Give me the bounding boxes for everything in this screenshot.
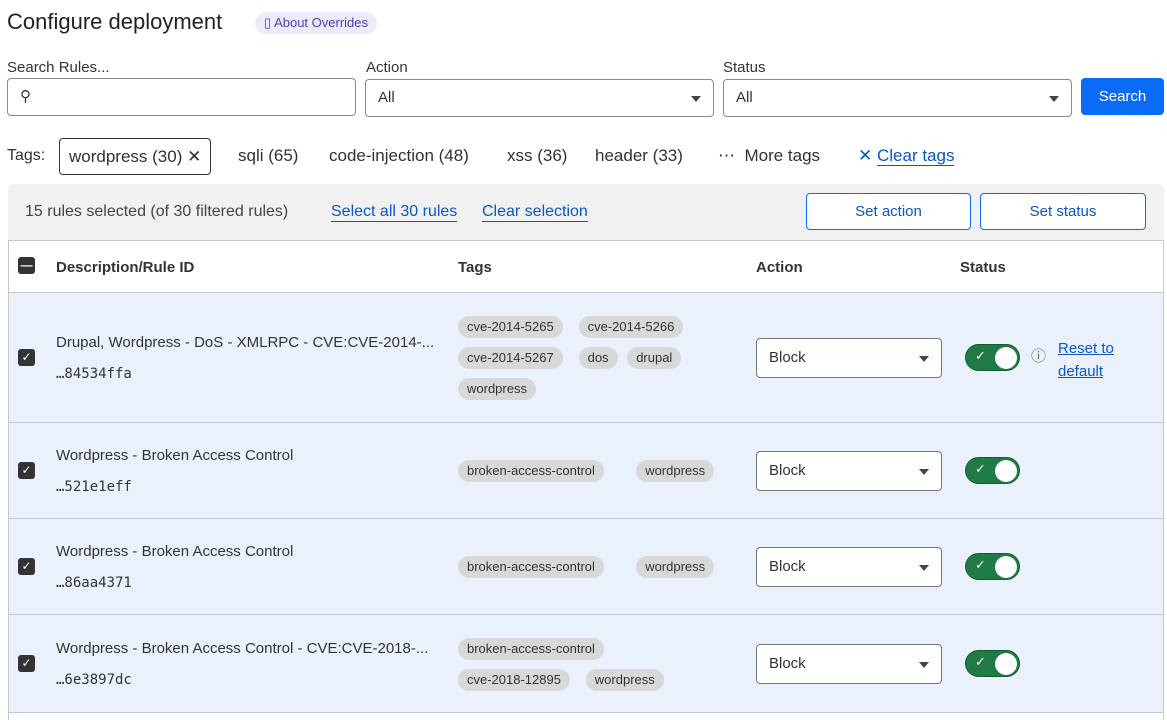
status-toggle[interactable]: ✓ (965, 553, 1020, 580)
set-status-button[interactable]: Set status (980, 193, 1146, 230)
check-icon: ✓ (975, 348, 986, 363)
rule-description: Wordpress - Broken Access Control (56, 543, 294, 560)
tag-pill: drupal (627, 347, 682, 369)
check-icon: ✓ (975, 557, 986, 572)
tag-pill: broken-access-control (458, 460, 604, 482)
rule-description: Wordpress - Broken Access Control - CVE:… (56, 640, 429, 657)
action-value: Block (769, 462, 806, 479)
row-checkbox[interactable]: ✓ (18, 349, 35, 366)
more-tags-button[interactable]: ⋯ More tags (718, 146, 820, 166)
action-select[interactable]: Block (756, 451, 942, 491)
tag-code-injection[interactable]: code-injection (48) (329, 146, 469, 165)
rule-description: Drupal, Wordpress - DoS - XMLRPC - CVE:C… (56, 334, 435, 351)
rules-table: — Description/Rule ID Tags Action Status… (8, 240, 1164, 720)
action-select[interactable]: Block (756, 338, 942, 378)
action-select[interactable]: Block (756, 547, 942, 587)
tag-pill: broken-access-control (458, 556, 604, 578)
tag-pill: wordpress (458, 378, 536, 400)
row-checkbox[interactable]: ✓ (18, 655, 35, 672)
table-row: ✓ Wordpress - Broken Access Control …521… (9, 423, 1163, 519)
chevron-down-icon (919, 356, 929, 362)
selection-bar (8, 184, 1164, 240)
clear-tags-label: Clear tags (876, 146, 955, 166)
chevron-down-icon (919, 662, 929, 668)
search-input[interactable]: ⚲ (7, 78, 356, 116)
search-icon: ⚲ (20, 88, 31, 105)
action-filter-value: All (378, 89, 395, 106)
about-overrides-link[interactable]: ▯ About Overrides (255, 12, 377, 34)
check-icon: ✓ (975, 461, 986, 476)
status-toggle[interactable]: ✓ (965, 344, 1020, 371)
status-filter-select[interactable]: All (723, 79, 1072, 117)
close-icon: ✕ (858, 146, 873, 165)
chevron-down-icon (919, 469, 929, 475)
tag-pill: dos (578, 347, 618, 369)
toggle-knob (995, 460, 1017, 482)
book-icon: ▯ (264, 15, 275, 30)
status-toggle[interactable]: ✓ (965, 457, 1020, 484)
table-row: ✓ Wordpress - Broken Access Control …86a… (9, 519, 1163, 615)
column-status: Status (960, 259, 1006, 276)
tag-pill: broken-access-control (458, 637, 604, 660)
action-select[interactable]: Block (756, 644, 942, 684)
tag-xss[interactable]: xss (36) (507, 146, 568, 165)
action-value: Block (769, 655, 806, 672)
status-toggle[interactable]: ✓ (965, 650, 1020, 677)
action-value: Block (769, 558, 806, 575)
page-title: Configure deployment (7, 9, 223, 34)
row-checkbox[interactable]: ✓ (18, 462, 35, 479)
rule-description: Wordpress - Broken Access Control (56, 447, 294, 464)
info-icon[interactable]: ⓘ (1031, 348, 1047, 365)
chevron-down-icon (691, 96, 701, 102)
select-all-link[interactable]: Select all 30 rules (331, 203, 458, 222)
column-action: Action (756, 259, 803, 276)
check-icon: ✓ (975, 654, 986, 669)
search-button[interactable]: Search (1081, 78, 1164, 115)
tag-pill: cve-2014-5265 (458, 316, 563, 338)
active-tag-wordpress[interactable]: wordpress (30) ✕ (59, 138, 212, 175)
table-header: — Description/Rule ID Tags Action Status (9, 241, 1163, 293)
ellipsis-icon: ⋯ (718, 146, 735, 165)
clear-tags-button[interactable]: ✕ Clear tags (858, 146, 955, 166)
table-row: ✓ Wordpress - Broken Access Control - CV… (9, 615, 1163, 713)
tag-header[interactable]: header (33) (595, 146, 683, 165)
selection-summary: 15 rules selected (of 30 filtered rules) (25, 203, 289, 220)
chevron-down-icon (919, 565, 929, 571)
rule-id: …84534ffa (56, 366, 132, 382)
rule-id: …86aa4371 (56, 575, 132, 591)
action-value: Block (769, 349, 806, 366)
active-tag-label: wordpress (30) (69, 147, 183, 166)
chevron-down-icon (1049, 96, 1059, 102)
status-filter-label: Status (723, 59, 766, 76)
toggle-knob (995, 653, 1017, 675)
tag-sqli[interactable]: sqli (65) (238, 146, 299, 165)
clear-selection-link[interactable]: Clear selection (482, 203, 588, 222)
about-overrides-label: About Overrides (274, 15, 368, 30)
tags-label: Tags: (7, 147, 46, 164)
column-tags: Tags (458, 259, 492, 276)
tag-pill: cve-2014-5267 (458, 347, 563, 369)
tag-pill: wordpress (636, 556, 715, 578)
tag-pill: wordpress (636, 460, 715, 482)
close-icon[interactable]: ✕ (187, 147, 202, 166)
column-description: Description/Rule ID (56, 259, 195, 276)
tag-pill: cve-2014-5266 (578, 316, 684, 338)
tag-pill: wordpress (585, 668, 664, 691)
rule-id: …6e3897dc (56, 672, 132, 688)
select-all-checkbox[interactable]: — (18, 257, 35, 274)
status-filter-value: All (736, 89, 753, 106)
rule-id: …521e1eff (56, 479, 132, 495)
action-filter-label: Action (366, 59, 408, 76)
more-tags-label: More tags (744, 146, 821, 165)
reset-to-default-link[interactable]: Reset to default (1058, 340, 1114, 380)
row-checkbox[interactable]: ✓ (18, 558, 35, 575)
tag-pill: cve-2018-12895 (458, 668, 570, 691)
toggle-knob (995, 556, 1017, 578)
action-filter-select[interactable]: All (365, 79, 714, 117)
search-label: Search Rules... (7, 59, 110, 76)
table-row: ✓ Drupal, Wordpress - DoS - XMLRPC - CVE… (9, 293, 1163, 423)
toggle-knob (995, 347, 1017, 369)
set-action-button[interactable]: Set action (806, 193, 971, 230)
